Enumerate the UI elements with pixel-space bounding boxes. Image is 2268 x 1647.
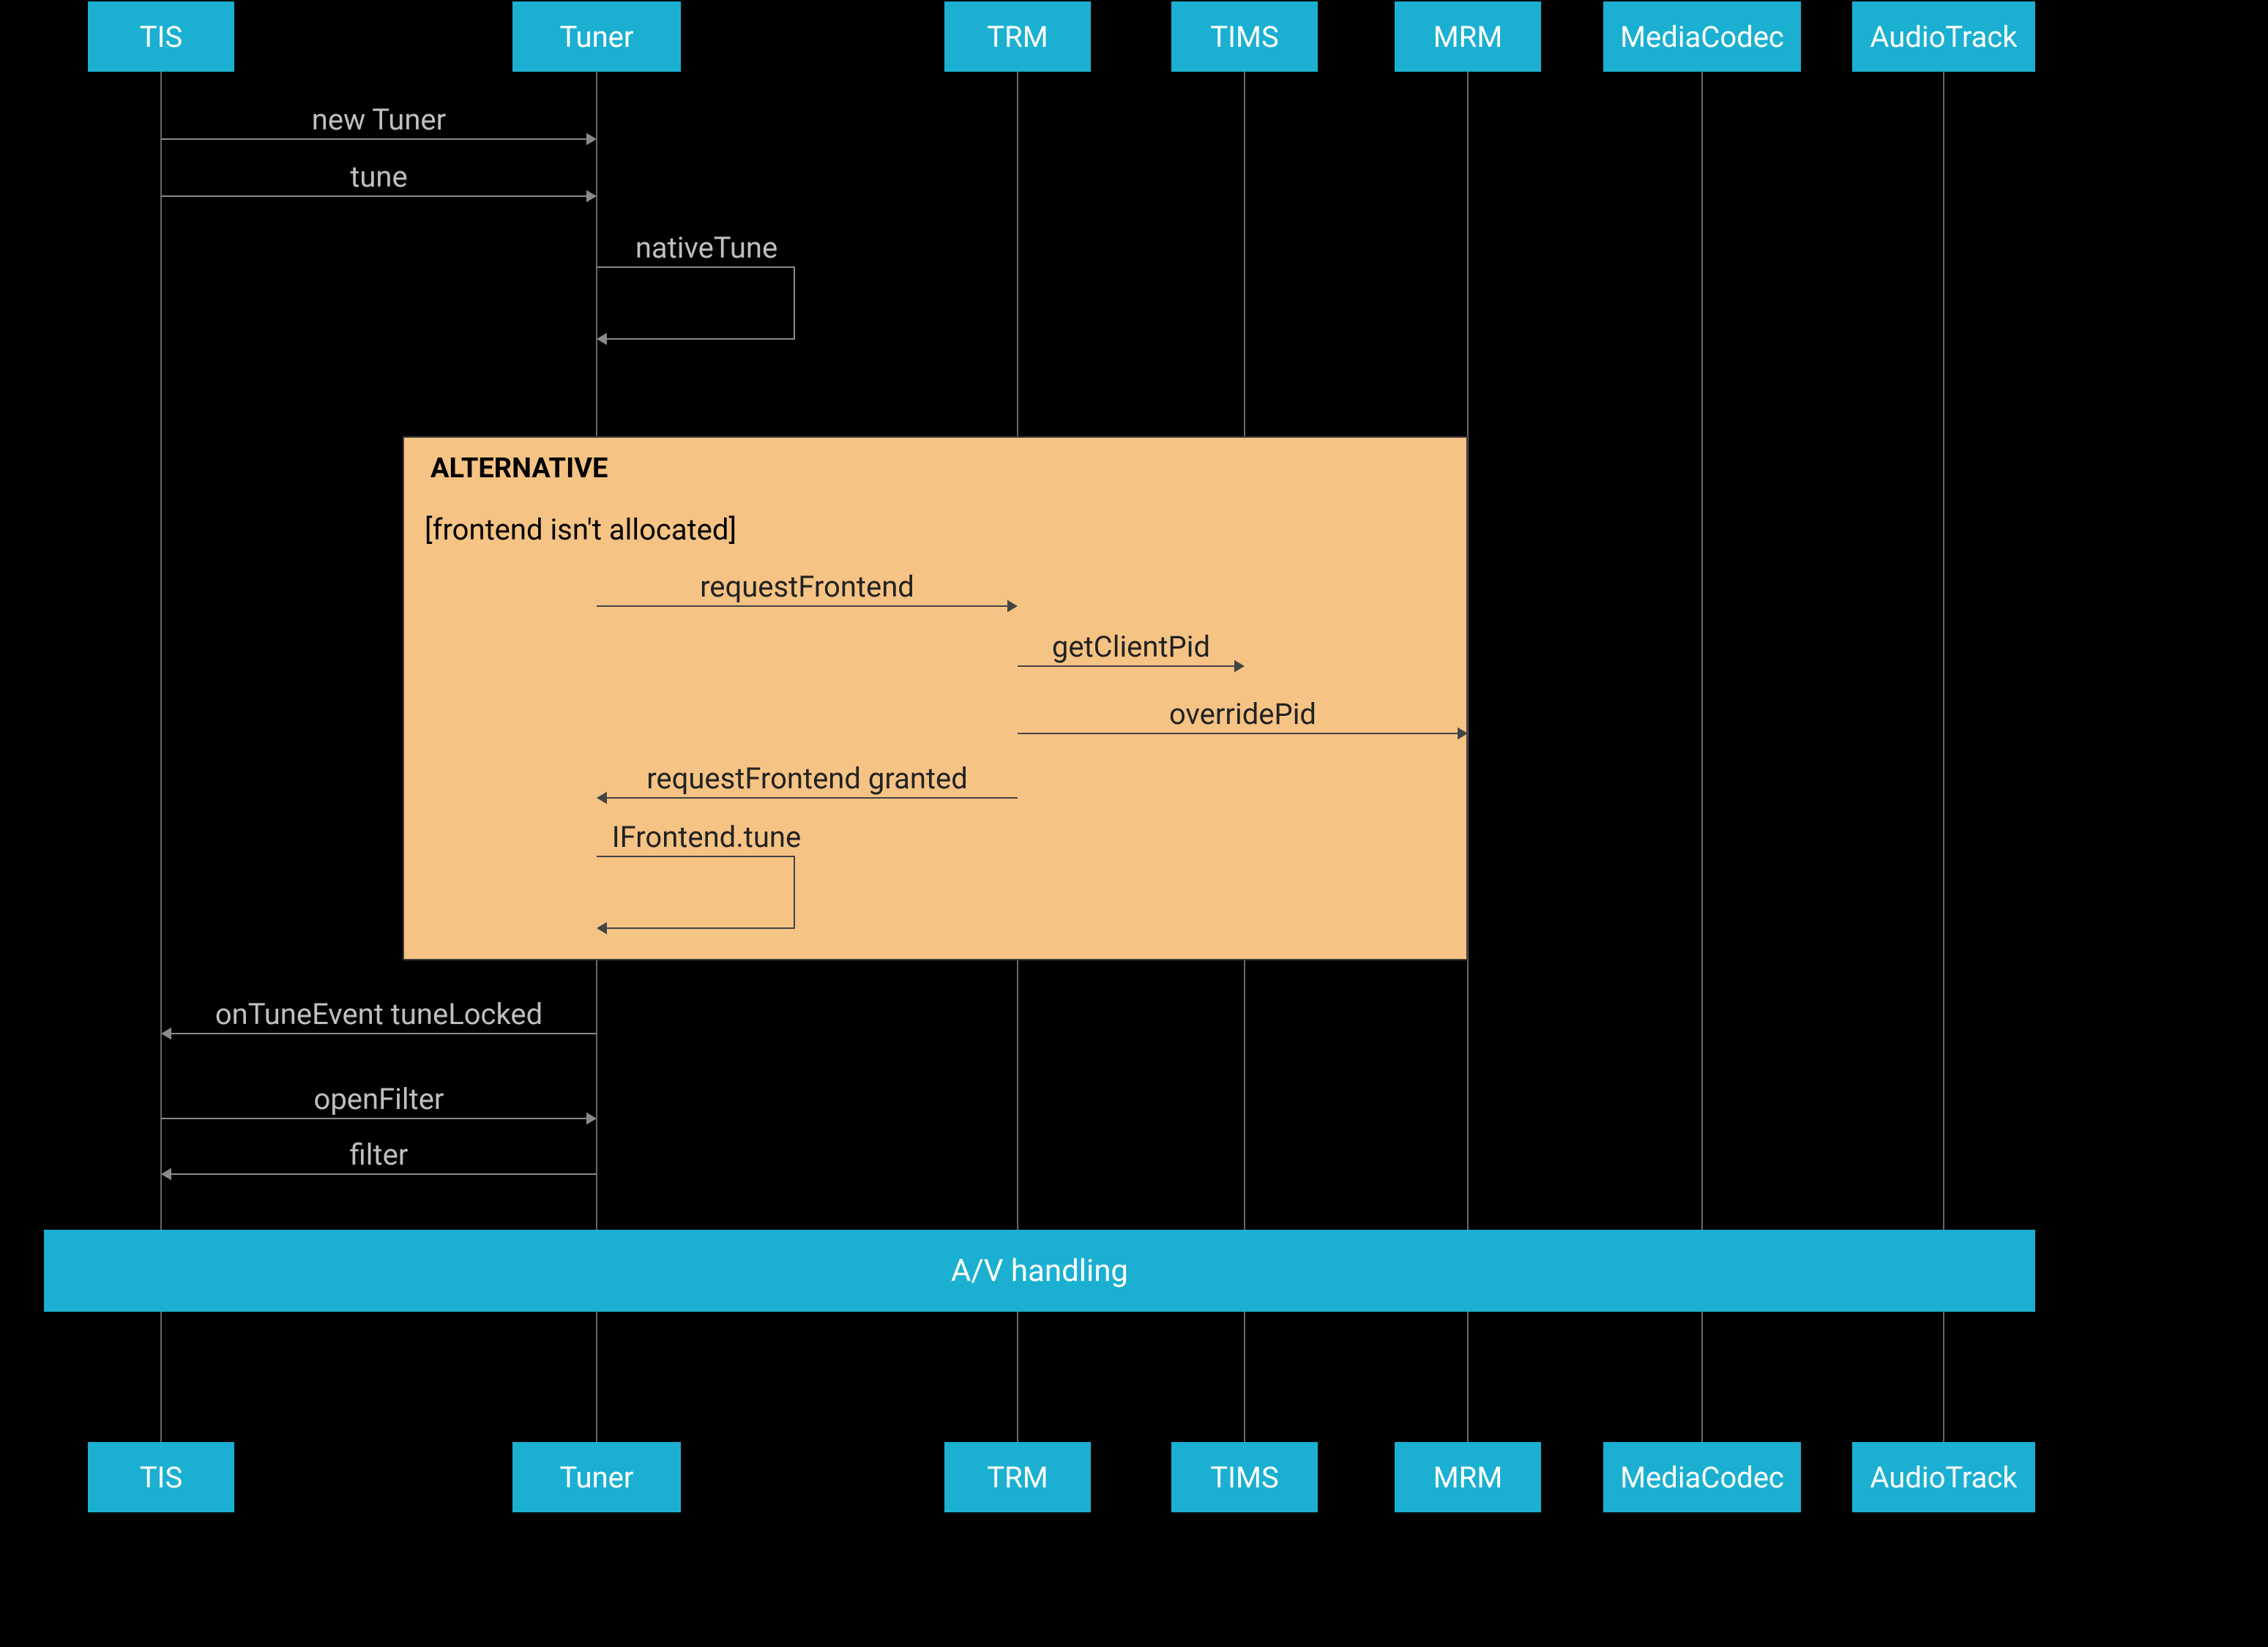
participant-mediacodec-bottom: MediaCodec [1603, 1442, 1801, 1512]
participant-mrm-bottom: MRM [1395, 1442, 1541, 1512]
message-label-m8: IFrontend.tune [611, 820, 802, 854]
participant-tuner-top: Tuner [512, 1, 681, 72]
message-label-m11: filter [161, 1138, 597, 1172]
participant-tis-bottom: TIS [88, 1442, 234, 1512]
participant-label: TIS [140, 20, 183, 54]
participant-label: MediaCodec [1620, 20, 1784, 54]
participant-label: TRM [987, 20, 1048, 54]
divider-av-handling: A/V handling [44, 1230, 2035, 1312]
alt-guard-label: [frontend isn't allocated] [425, 512, 736, 547]
alt-header-label: ALTERNATIVE [413, 444, 625, 493]
message-label-m7: requestFrontend granted [597, 761, 1018, 796]
participant-label: AudioTrack [1870, 1460, 2017, 1495]
participant-label: Tuner [560, 1460, 634, 1495]
participant-trm-bottom: TRM [944, 1442, 1091, 1512]
message-label-m9: onTuneEvent tuneLocked [161, 997, 597, 1031]
participant-label: MRM [1433, 1460, 1503, 1495]
participant-tims-bottom: TIMS [1171, 1442, 1318, 1512]
message-label-m6: overridePid [1018, 697, 1468, 731]
participant-tis-top: TIS [88, 1, 234, 72]
message-label-m3: nativeTune [611, 231, 802, 265]
participant-audiotrack-top: AudioTrack [1852, 1, 2035, 72]
participant-label: TIMS [1210, 20, 1278, 54]
divider-label: A/V handling [951, 1253, 1128, 1289]
participant-label: TIMS [1210, 1460, 1278, 1495]
participant-label: TIS [140, 1460, 183, 1495]
message-label-m2: tune [161, 160, 597, 194]
participant-trm-top: TRM [944, 1, 1091, 72]
participant-label: MRM [1433, 20, 1503, 54]
message-label-m4: requestFrontend [597, 569, 1018, 604]
sequence-diagram: ALTERNATIVE [frontend isn't allocated] new… [0, 0, 2268, 1647]
participant-tuner-bottom: Tuner [512, 1442, 681, 1512]
message-label-m5: getClientPid [1018, 630, 1245, 664]
message-label-m1: new Tuner [161, 102, 597, 137]
participant-label: AudioTrack [1870, 20, 2017, 54]
participant-audiotrack-bottom: AudioTrack [1852, 1442, 2035, 1512]
participant-label: MediaCodec [1620, 1460, 1784, 1495]
participant-label: Tuner [560, 20, 634, 54]
participant-label: TRM [987, 1460, 1048, 1495]
message-label-m10: openFilter [161, 1082, 597, 1116]
participant-mrm-top: MRM [1395, 1, 1541, 72]
participant-mediacodec-top: MediaCodec [1603, 1, 1801, 72]
participant-tims-top: TIMS [1171, 1, 1318, 72]
